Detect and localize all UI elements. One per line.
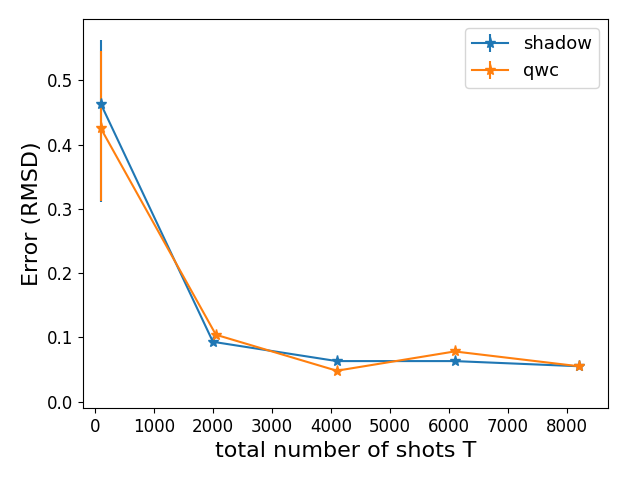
Y-axis label: Error (RMSD): Error (RMSD) bbox=[22, 141, 42, 286]
Legend: shadow, qwc: shadow, qwc bbox=[465, 28, 599, 88]
X-axis label: total number of shots T: total number of shots T bbox=[215, 441, 476, 461]
